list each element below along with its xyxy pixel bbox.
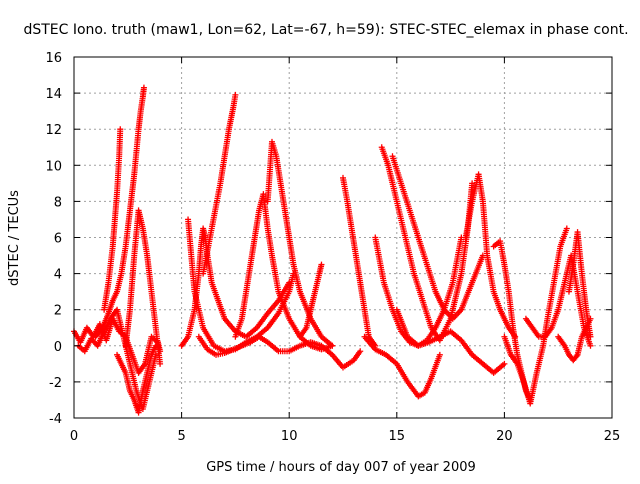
y-tick-label: 4 (54, 268, 62, 283)
data-point-marker (587, 342, 594, 349)
y-tick-label: 6 (54, 232, 62, 247)
data-point-marker (501, 360, 508, 367)
y-tick-label: 2 (54, 304, 62, 319)
data-point-marker (357, 348, 364, 355)
data-point-marker (563, 225, 570, 232)
data-point-marker (117, 126, 124, 133)
chart-title: dSTEC Iono. truth (maw1, Lon=62, Lat=-67… (23, 22, 628, 38)
y-tick-label: 0 (54, 340, 62, 355)
x-tick-label: 0 (70, 429, 78, 444)
data-point-marker (318, 261, 325, 268)
data-point-marker (140, 84, 147, 91)
y-tick-label: -4 (49, 412, 62, 427)
data-points (71, 84, 594, 416)
data-point-marker (587, 333, 594, 340)
x-axis-label: GPS time / hours of day 007 of year 2009 (206, 460, 476, 475)
data-point-marker (469, 180, 476, 187)
data-point-marker (436, 351, 443, 358)
y-tick-label: 8 (54, 195, 62, 210)
x-tick-label: 25 (604, 429, 621, 444)
grid (74, 57, 612, 418)
data-point-marker (329, 342, 336, 349)
y-tick-label: -2 (49, 376, 62, 391)
y-tick-label: 16 (45, 51, 62, 66)
axis-ticks: 0 5 10 15 20 25 -4 -2 0 2 4 6 8 10 12 14 16 (45, 51, 620, 444)
data-point-marker (152, 342, 159, 349)
y-tick-label: 14 (45, 87, 62, 102)
x-tick-label: 15 (389, 429, 406, 444)
x-tick-label: 10 (281, 429, 298, 444)
y-tick-label: 12 (45, 123, 62, 138)
x-tick-label: 5 (177, 429, 185, 444)
data-point-marker (232, 91, 239, 98)
data-point-marker (157, 360, 164, 367)
y-tick-label: 10 (45, 159, 62, 174)
x-tick-label: 20 (496, 429, 513, 444)
y-axis-label: dSTEC / TECUs (7, 190, 22, 286)
